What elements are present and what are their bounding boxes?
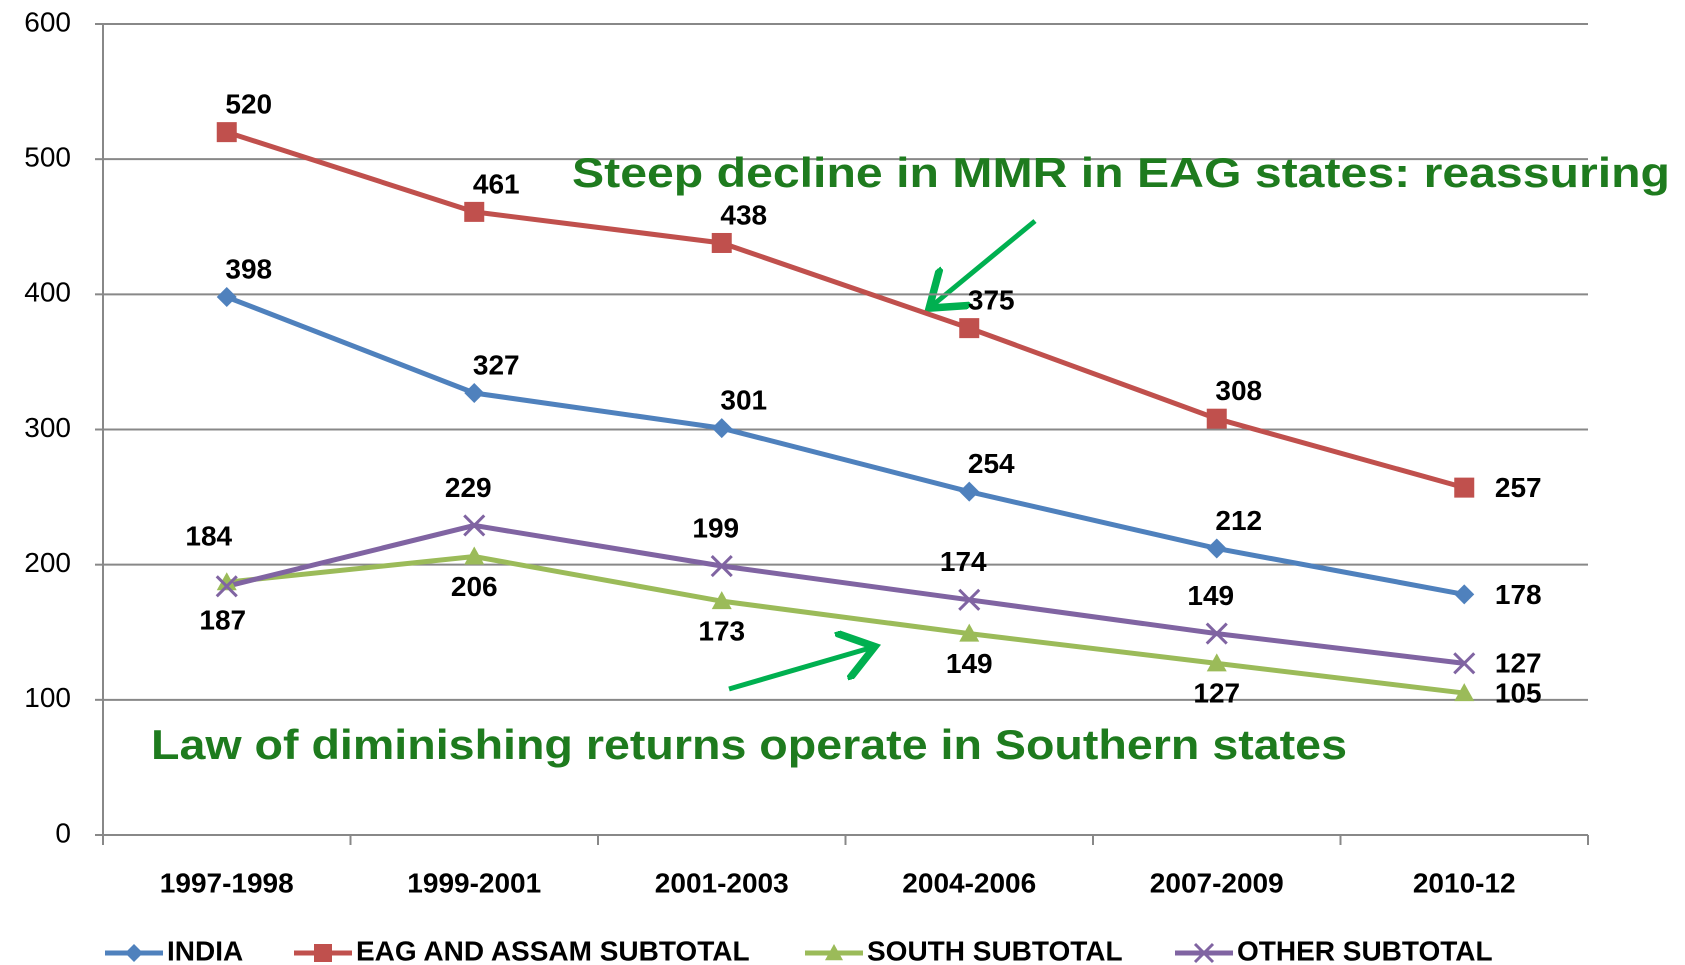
series-line [226,554,1465,696]
y-tick-label: 200 [24,547,71,578]
data-label: 187 [199,605,246,636]
data-label: 257 [1495,472,1542,503]
y-tick-label: 500 [24,142,71,173]
marker [464,383,485,404]
marker [125,944,143,962]
data-label: 254 [968,448,1015,479]
data-label: 212 [1215,505,1262,536]
x-tick-label: 1999-2001 [407,867,541,898]
y-tick-label: 100 [24,682,71,713]
marker [959,623,980,642]
marker [216,122,237,143]
marker [958,588,981,611]
marker [1193,942,1215,964]
marker [825,944,843,961]
y-tick-label: 0 [55,817,71,848]
marker [464,546,485,565]
x-tick-label: 2001-2003 [655,867,789,898]
x-tick-label: 2007-2009 [1150,867,1284,898]
marker [711,232,732,253]
marker [216,572,237,591]
x-tick-label: 2010-12 [1413,867,1516,898]
legend-label: EAG AND ASSAM SUBTOTAL [356,935,750,965]
marker [1205,622,1228,645]
data-label: 174 [940,546,987,577]
marker [710,554,733,578]
annotation: Steep decline in MMR in EAG states: reas… [572,149,1670,196]
marker [216,287,237,308]
marker [463,514,486,537]
marker [1206,653,1227,672]
series-line [225,294,1465,597]
marker [1206,538,1227,559]
legend-label: SOUTH SUBTOTAL [867,935,1123,965]
y-tick-label: 400 [24,277,71,308]
legend-label: OTHER SUBTOTAL [1237,935,1493,965]
data-label: 127 [1193,678,1240,709]
data-label: 178 [1495,579,1542,610]
y-tick-label: 300 [24,412,71,443]
marker [1454,584,1475,605]
marker [1454,477,1475,498]
data-label: 149 [1187,580,1234,611]
marker [959,481,980,502]
marker [959,318,980,339]
marker [711,418,732,439]
marker [1206,408,1227,429]
data-label: 127 [1495,648,1542,679]
x-tick-label: 2004-2006 [902,867,1036,898]
marker [1454,683,1475,702]
marker [314,944,332,962]
data-label: 229 [445,472,492,503]
data-label: 375 [968,285,1015,316]
data-label: 199 [692,512,739,543]
data-label: 301 [720,385,767,416]
marker [711,591,732,610]
marker [1453,652,1476,675]
legend-label: INDIA [167,935,243,965]
annotation: Law of diminishing returns operate in So… [151,721,1347,768]
marker [215,575,238,598]
data-label: 184 [185,521,232,552]
marker [464,201,485,222]
data-label: 438 [720,199,767,230]
data-label: 105 [1495,677,1542,708]
data-label: 461 [473,168,520,199]
data-label: 308 [1215,375,1262,406]
data-label: 520 [225,89,272,120]
series-line [226,522,1465,666]
x-tick-label: 1997-1998 [160,867,294,898]
data-label: 327 [473,349,520,380]
data-label: 173 [698,616,745,647]
data-label: 206 [451,571,498,602]
y-tick-label: 600 [24,6,71,37]
arrow [933,219,1037,305]
series-line [225,129,1465,491]
data-label: 149 [946,648,993,679]
data-label: 398 [225,253,272,284]
arrow [728,648,870,692]
